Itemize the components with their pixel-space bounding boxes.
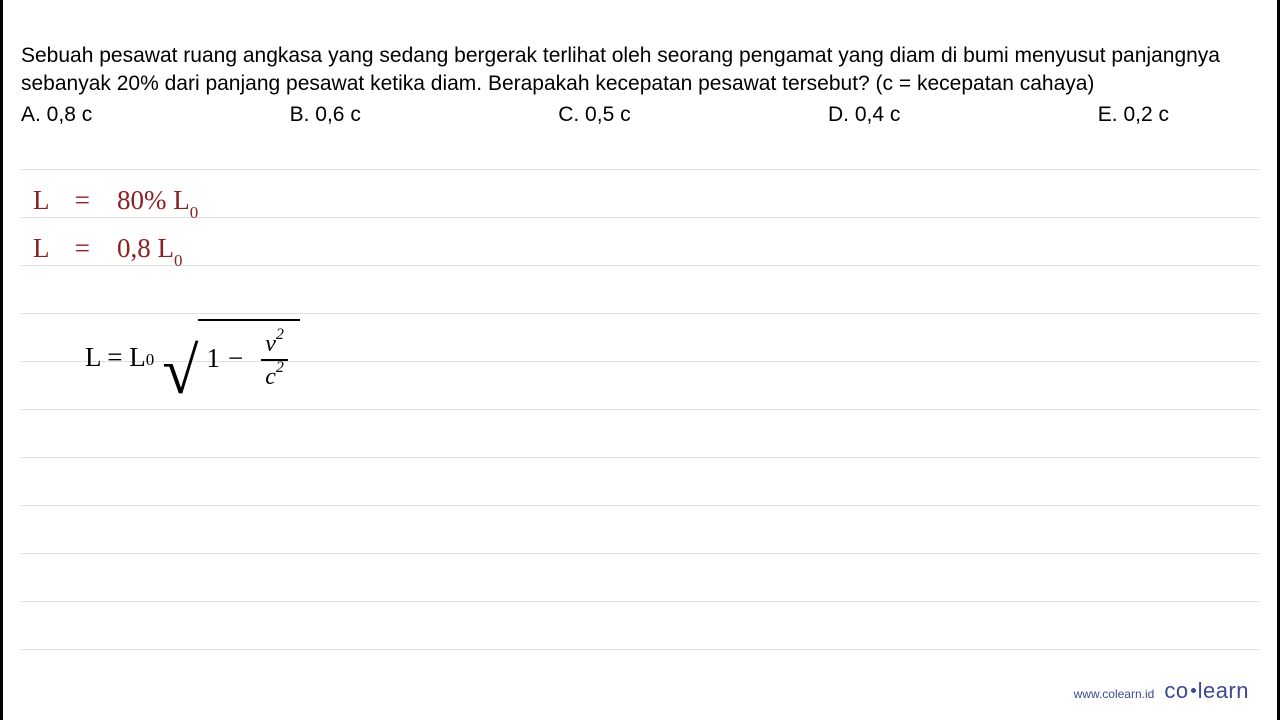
step2-sub: 0 <box>174 251 183 270</box>
step2-eq: = <box>75 233 90 263</box>
rule-line <box>21 217 1259 218</box>
step1-rhs: 80% L <box>117 185 190 215</box>
c-exp: 2 <box>276 359 284 376</box>
formula-lhs: L = L <box>85 342 146 373</box>
one: 1 <box>206 343 220 374</box>
dot-icon <box>1191 688 1196 693</box>
rule-line <box>21 265 1259 266</box>
sqrt-content: 1 − v2 c2 <box>198 319 299 392</box>
rule-line <box>21 649 1259 650</box>
logo-pre: co <box>1164 678 1188 703</box>
footer-url: www.colearn.id <box>1074 687 1155 701</box>
fraction-denominator: c2 <box>261 362 288 392</box>
rule-line <box>21 457 1259 458</box>
step2-rhs: 0,8 L <box>117 233 174 263</box>
work-step-2: L = 0,8 L0 <box>33 233 182 268</box>
length-contraction-formula: L = L0 √ 1 − v2 c2 <box>85 321 300 394</box>
v-exp: 2 <box>276 326 284 343</box>
question-line-2: sebanyak 20% dari panjang pesawat ketika… <box>21 70 1259 98</box>
rule-line <box>21 313 1259 314</box>
option-b: B. 0,6 c <box>290 103 361 127</box>
rule-line <box>21 409 1259 410</box>
footer-logo: colearn <box>1164 678 1249 704</box>
rule-line <box>21 169 1259 170</box>
minus-sign: − <box>228 343 243 374</box>
fraction-numerator: v2 <box>261 329 288 359</box>
radical-icon: √ <box>162 355 198 388</box>
v-var: v <box>265 331 276 357</box>
option-d: D. 0,4 c <box>828 103 900 127</box>
option-c: C. 0,5 c <box>558 103 630 127</box>
option-a: A. 0,8 c <box>21 103 92 127</box>
options-row: A. 0,8 c B. 0,6 c C. 0,5 c D. 0,4 c E. 0… <box>21 103 1259 127</box>
option-e: E. 0,2 c <box>1098 103 1169 127</box>
step1-eq: = <box>75 185 90 215</box>
rule-line <box>21 553 1259 554</box>
formula-sub: 0 <box>146 350 155 370</box>
c-var: c <box>265 364 276 390</box>
work-step-1: L = 80% L0 <box>33 185 198 220</box>
footer: www.colearn.id colearn <box>1074 678 1249 704</box>
question-line-1: Sebuah pesawat ruang angkasa yang sedang… <box>21 42 1259 70</box>
logo-post: learn <box>1198 678 1249 703</box>
step1-lhs: L <box>33 185 49 215</box>
rule-line <box>21 601 1259 602</box>
step1-sub: 0 <box>190 203 199 222</box>
square-root: √ 1 − v2 c2 <box>162 321 300 394</box>
fraction: v2 c2 <box>261 329 288 392</box>
rule-line <box>21 505 1259 506</box>
step2-lhs: L <box>33 233 49 263</box>
question-block: Sebuah pesawat ruang angkasa yang sedang… <box>3 0 1277 147</box>
